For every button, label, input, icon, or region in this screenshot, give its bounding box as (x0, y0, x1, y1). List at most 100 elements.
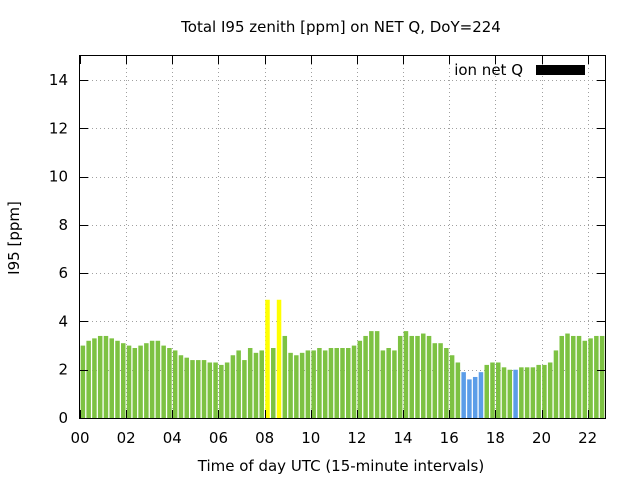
x-tick-label: 10 (301, 429, 320, 447)
bar (421, 333, 426, 418)
bar (80, 345, 86, 418)
x-tick-label: 04 (163, 429, 182, 447)
bar (236, 350, 241, 418)
bar (524, 367, 530, 418)
y-tick-label: 8 (58, 216, 68, 234)
bar (547, 362, 553, 418)
bar (455, 362, 461, 418)
bar (588, 338, 593, 418)
bar (536, 364, 541, 418)
bar (582, 340, 588, 418)
bar (484, 364, 489, 418)
chart-title: Total I95 zenith [ppm] on NET Q, DoY=224 (180, 18, 501, 36)
bar (565, 333, 570, 418)
bar (576, 335, 582, 418)
x-tick-label: 14 (394, 429, 413, 447)
bar (513, 369, 518, 418)
bar (103, 335, 109, 418)
bar (201, 360, 207, 418)
y-tick-label: 6 (58, 264, 68, 282)
y-tick-label: 0 (58, 409, 68, 427)
bar (109, 338, 114, 418)
legend-swatch (536, 65, 585, 75)
x-tick-label: 06 (209, 429, 228, 447)
bar (594, 335, 599, 418)
x-tick-label: 12 (347, 429, 366, 447)
bar (97, 335, 103, 418)
bar (265, 299, 270, 418)
bar (472, 376, 478, 418)
bar (126, 345, 132, 418)
grid-lines (80, 56, 605, 418)
bar (369, 331, 374, 418)
legend-label: ion net Q (454, 61, 523, 79)
bar (299, 352, 305, 418)
bar (184, 357, 189, 418)
bar (288, 352, 293, 418)
bar (167, 348, 172, 418)
bar (501, 367, 507, 418)
bar (178, 355, 184, 418)
bar (530, 367, 536, 418)
bar (172, 350, 178, 418)
y-tick-label: 14 (49, 71, 68, 89)
bar (305, 350, 311, 418)
bar (380, 350, 386, 418)
bar (599, 335, 605, 418)
bar (461, 372, 466, 418)
bar (507, 369, 513, 418)
bar (294, 355, 299, 418)
bar (328, 348, 334, 418)
y-tick-label: 10 (49, 168, 68, 186)
bar (346, 348, 351, 418)
bar (92, 338, 97, 418)
bar (276, 299, 282, 418)
bar (322, 350, 328, 418)
bar (282, 335, 288, 418)
bar (247, 348, 253, 418)
y-tick-label: 2 (58, 361, 68, 379)
bar (121, 343, 126, 418)
bar (340, 348, 345, 418)
bar (542, 364, 547, 418)
bar (242, 360, 247, 418)
bar (409, 335, 414, 418)
bars-group (80, 299, 605, 418)
bar (144, 343, 149, 418)
bar (467, 379, 472, 418)
x-tick-label: 08 (255, 429, 274, 447)
legend: ion net Q (454, 61, 585, 79)
bar (449, 355, 455, 418)
x-tick-label: 20 (532, 429, 551, 447)
x-axis-label: Time of day UTC (15-minute intervals) (197, 457, 484, 475)
bar (317, 348, 322, 418)
y-tick-label: 4 (58, 312, 68, 330)
bar (224, 362, 230, 418)
bar (259, 350, 264, 418)
y-tick-labels: 0 2 4 6 8 10 12 14 (49, 71, 68, 427)
bar (426, 335, 432, 418)
bar (132, 348, 138, 418)
x-tick-label: 00 (70, 429, 89, 447)
x-tick-label: 22 (578, 429, 597, 447)
bar (438, 343, 443, 418)
y-tick-label: 12 (49, 119, 68, 137)
bar (392, 350, 397, 418)
bar (155, 340, 161, 418)
bar (496, 362, 501, 418)
bar (311, 350, 316, 418)
bar (415, 335, 420, 418)
bar (386, 348, 391, 418)
x-tick-label: 18 (486, 429, 505, 447)
bar (190, 360, 195, 418)
x-tick-labels: 00 02 04 06 08 10 12 14 16 18 20 22 (70, 429, 597, 447)
axis-ticks (80, 56, 605, 419)
bar (374, 331, 380, 418)
y-axis-label: I95 [ppm] (5, 201, 23, 275)
bar (559, 335, 564, 418)
bar (86, 340, 91, 418)
x-tick-label: 16 (440, 429, 459, 447)
bar (357, 340, 363, 418)
bar (213, 362, 218, 418)
